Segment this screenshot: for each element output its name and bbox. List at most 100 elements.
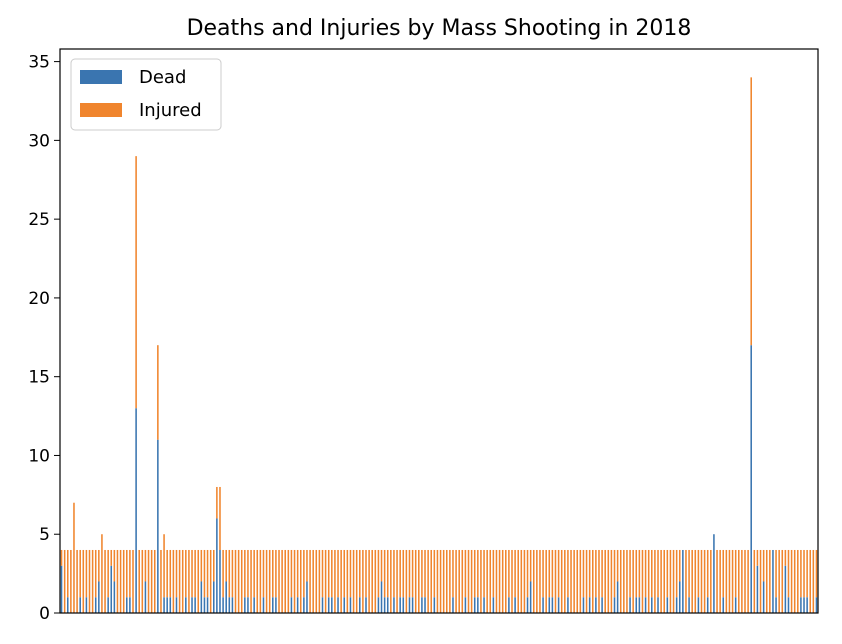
bar-injured — [63, 549, 66, 613]
bar-dead — [492, 597, 495, 613]
bar-dead — [551, 597, 554, 613]
legend-label-injured: Injured — [139, 100, 202, 121]
bar-injured — [414, 549, 417, 613]
bar-dead — [588, 597, 591, 613]
bar-injured — [91, 549, 94, 613]
bar-injured — [675, 549, 678, 598]
bar-dead — [613, 597, 616, 613]
bar-injured — [579, 549, 582, 613]
bar-dead — [343, 597, 346, 613]
bar-injured — [756, 549, 759, 566]
bar-injured — [424, 549, 426, 598]
bar-injured — [110, 549, 113, 566]
bar-injured — [635, 549, 638, 598]
bar-injured — [660, 549, 662, 613]
bar-injured — [256, 549, 259, 613]
bar-injured — [570, 549, 572, 613]
bar-injured — [769, 549, 771, 613]
bar-injured — [147, 549, 150, 613]
bar-injured — [812, 549, 815, 613]
bar-dead — [762, 581, 765, 613]
y-tick-label: 35 — [28, 53, 50, 73]
legend-swatch-injured — [80, 103, 122, 117]
bar-dead — [675, 597, 678, 613]
bar-dead — [163, 597, 165, 613]
bar-dead — [399, 597, 401, 613]
bar-dead — [380, 581, 383, 613]
bar-dead — [275, 597, 277, 613]
bar-injured — [234, 549, 237, 613]
bar-injured — [511, 549, 513, 613]
bar-injured — [315, 549, 318, 613]
y-tick-label: 5 — [39, 525, 50, 545]
bar-dead — [60, 565, 63, 613]
bar-injured — [312, 549, 314, 613]
bar-injured — [157, 345, 159, 440]
bar-injured — [259, 549, 262, 613]
bar-dead — [219, 549, 221, 613]
bar-injured — [107, 549, 109, 598]
bar-injured — [610, 549, 613, 613]
bar-injured — [672, 549, 675, 613]
bar-injured — [340, 549, 342, 613]
bar-injured — [138, 549, 140, 613]
bar-injured — [647, 549, 650, 613]
bar-injured — [368, 549, 370, 613]
bar-injured — [253, 549, 255, 598]
bar-injured — [477, 549, 479, 598]
bar-injured — [613, 549, 616, 598]
bar-injured — [607, 549, 610, 613]
bar-dead — [756, 565, 759, 613]
bar-dead — [206, 597, 209, 613]
y-axis: 0 5 10 15 20 25 30 35 — [28, 53, 60, 624]
bar-injured — [411, 549, 414, 598]
bar-injured — [582, 549, 585, 598]
bar-injured — [775, 549, 777, 598]
bar-injured — [94, 549, 97, 598]
bar-dead — [567, 597, 569, 613]
bar-injured — [430, 549, 433, 613]
bar-injured — [188, 549, 190, 613]
bar-injured — [532, 549, 535, 613]
bar-injured — [585, 549, 588, 613]
bar-dead — [787, 597, 790, 613]
y-tick-label: 10 — [28, 446, 50, 466]
bar-injured — [725, 549, 728, 613]
bar-injured — [262, 549, 265, 598]
bar-injured — [644, 549, 647, 598]
bar-injured — [337, 549, 339, 598]
bar-injured — [88, 549, 91, 613]
bar-injured — [694, 549, 697, 613]
bar-injured — [359, 549, 361, 598]
bar-injured — [778, 549, 780, 613]
bar-dead — [784, 565, 787, 613]
bar-dead — [657, 597, 659, 613]
bar-injured — [343, 549, 346, 598]
bar-injured — [418, 549, 420, 613]
bar-dead — [706, 597, 709, 613]
y-tick-label: 20 — [28, 289, 50, 309]
bar-injured — [355, 549, 358, 613]
bar-injured — [784, 549, 787, 566]
bar-injured — [800, 549, 802, 598]
bar-dead — [477, 597, 479, 613]
bar-injured — [654, 549, 656, 613]
bar-injured — [564, 549, 566, 613]
bar-injured — [657, 549, 659, 598]
bar-dead — [253, 597, 255, 613]
bar-injured — [793, 549, 796, 613]
bar-dead — [433, 597, 436, 613]
bar-dead — [166, 597, 168, 613]
bar-dead — [169, 597, 172, 613]
bar-injured — [334, 549, 336, 613]
bar-injured — [386, 549, 389, 598]
bar-dead — [110, 565, 113, 613]
bar-injured — [483, 549, 485, 598]
bar-dead — [682, 549, 684, 613]
bar-injured — [492, 549, 495, 598]
bar-injured — [79, 549, 81, 598]
bar-injured — [371, 549, 373, 613]
bar-dead — [359, 597, 361, 613]
bar-injured — [402, 549, 405, 598]
bar-dead — [722, 597, 725, 613]
